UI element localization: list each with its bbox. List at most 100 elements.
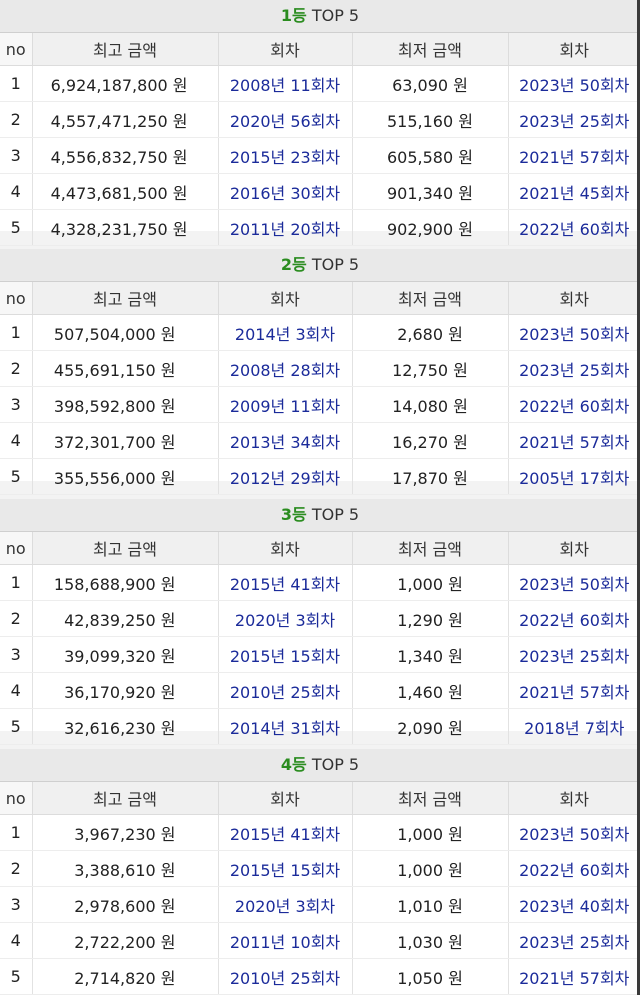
- table-header-row: no 최고 금액 회차 최저 금액 회차: [0, 33, 640, 66]
- section-rank: 2등: [280, 255, 307, 274]
- min-round-link[interactable]: 2023년 50회차: [508, 564, 640, 601]
- max-round-link[interactable]: 2020년 3회차: [218, 886, 353, 923]
- max-round-link[interactable]: 2009년 11회차: [218, 386, 353, 423]
- max-round-link[interactable]: 2015년 15회차: [218, 636, 353, 673]
- min-amount-cell: 63,090 원: [352, 65, 509, 102]
- min-amount-cell: 12,750 원: [352, 350, 509, 387]
- min-round-link[interactable]: 2022년 60회차: [508, 209, 640, 246]
- max-round-link[interactable]: 2014년 3회차: [218, 314, 353, 351]
- max-amount-cell: 36,170,920 원: [32, 672, 219, 709]
- row-no: 1: [0, 564, 33, 601]
- min-round-link[interactable]: 2023년 25회차: [508, 922, 640, 959]
- max-amount-cell: 32,616,230 원: [32, 708, 219, 745]
- min-round-link[interactable]: 2022년 60회차: [508, 600, 640, 637]
- max-round-link[interactable]: 2014년 31회차: [218, 708, 353, 745]
- max-round-link[interactable]: 2012년 29회차: [218, 458, 353, 495]
- table-row: 2 3,388,610 원 2015년 15회차 1,000 원 2022년 60회차: [0, 850, 640, 887]
- min-amount-cell: 1,340 원: [352, 636, 509, 673]
- row-no: 4: [0, 922, 33, 959]
- max-amount-cell: 3,967,230 원: [32, 814, 219, 851]
- table-row: 4 4,473,681,500 원 2016년 30회차 901,340 원 2021년…: [0, 173, 640, 210]
- min-round-link[interactable]: 2022년 60회차: [508, 850, 640, 887]
- row-no: 4: [0, 173, 33, 210]
- min-round-link[interactable]: 2021년 57회차: [508, 422, 640, 459]
- table-header-row: no 최고 금액 회차 최저 금액 회차: [0, 282, 640, 315]
- max-round-link[interactable]: 2011년 10회차: [218, 922, 353, 959]
- max-round-link[interactable]: 2020년 56회차: [218, 101, 353, 138]
- max-amount-cell: 4,556,832,750 원: [32, 137, 219, 174]
- min-round-link[interactable]: 2023년 25회차: [508, 636, 640, 673]
- max-round-link[interactable]: 2010년 25회차: [218, 958, 353, 995]
- table-row: 4 372,301,700 원 2013년 34회차 16,270 원 2021년 57…: [0, 422, 640, 459]
- max-amount-cell: 4,557,471,250 원: [32, 101, 219, 138]
- prize-table: no 최고 금액 회차 최저 금액 회차 1 3,967,230 원 2015년 4…: [0, 782, 640, 995]
- max-round-link[interactable]: 2011년 20회차: [218, 209, 353, 246]
- min-round-link[interactable]: 2023년 25회차: [508, 350, 640, 387]
- min-amount-cell: 16,270 원: [352, 422, 509, 459]
- min-amount-cell: 14,080 원: [352, 386, 509, 423]
- min-round-link[interactable]: 2023년 40회차: [508, 886, 640, 923]
- max-round-link[interactable]: 2010년 25회차: [218, 672, 353, 709]
- section-rank: 3등: [280, 505, 307, 524]
- max-round-link[interactable]: 2015년 15회차: [218, 850, 353, 887]
- col-header-max-amount: 최고 금액: [32, 782, 219, 815]
- max-round-link[interactable]: 2015년 41회차: [218, 564, 353, 601]
- max-amount-cell: 455,691,150 원: [32, 350, 219, 387]
- max-round-link[interactable]: 2013년 34회차: [218, 422, 353, 459]
- min-round-link[interactable]: 2018년 7회차: [508, 708, 640, 745]
- table-row: 4 36,170,920 원 2010년 25회차 1,460 원 2021년 57회차: [0, 672, 640, 709]
- prize-table: no 최고 금액 회차 최저 금액 회차 1 507,504,000 원 2014년…: [0, 282, 640, 495]
- max-round-link[interactable]: 2008년 11회차: [218, 65, 353, 102]
- min-amount-cell: 515,160 원: [352, 101, 509, 138]
- row-no: 2: [0, 600, 33, 637]
- min-round-link[interactable]: 2021년 57회차: [508, 137, 640, 174]
- prize-table: no 최고 금액 회차 최저 금액 회차 1 6,924,187,800 원 200…: [0, 33, 640, 246]
- max-amount-cell: 355,556,000 원: [32, 458, 219, 495]
- min-round-link[interactable]: 2023년 25회차: [508, 101, 640, 138]
- max-round-link[interactable]: 2015년 41회차: [218, 814, 353, 851]
- min-round-link[interactable]: 2005년 17회차: [508, 458, 640, 495]
- max-round-link[interactable]: 2016년 30회차: [218, 173, 353, 210]
- section-suffix: TOP 5: [311, 6, 360, 25]
- min-round-link[interactable]: 2023년 50회차: [508, 814, 640, 851]
- max-amount-cell: 42,839,250 원: [32, 600, 219, 637]
- min-amount-cell: 17,870 원: [352, 458, 509, 495]
- col-header-min-round: 회차: [508, 282, 640, 315]
- section-suffix: TOP 5: [311, 755, 360, 774]
- section-title: 4등 TOP 5: [0, 749, 640, 782]
- max-round-link[interactable]: 2020년 3회차: [218, 600, 353, 637]
- min-round-link[interactable]: 2021년 57회차: [508, 672, 640, 709]
- min-round-link[interactable]: 2023년 50회차: [508, 65, 640, 102]
- rank-section-4: 4등 TOP 5 no 최고 금액 회차 최저 금액 회차 1 3,967,230…: [0, 749, 640, 995]
- section-rank: 4등: [280, 755, 307, 774]
- max-amount-cell: 2,978,600 원: [32, 886, 219, 923]
- table-row: 1 6,924,187,800 원 2008년 11회차 63,090 원 2023년 …: [0, 65, 640, 102]
- max-amount-cell: 398,592,800 원: [32, 386, 219, 423]
- min-round-link[interactable]: 2022년 60회차: [508, 386, 640, 423]
- max-amount-cell: 2,722,200 원: [32, 922, 219, 959]
- min-round-link[interactable]: 2021년 57회차: [508, 958, 640, 995]
- row-no: 4: [0, 672, 33, 709]
- table-row: 5 2,714,820 원 2010년 25회차 1,050 원 2021년 57회차: [0, 958, 640, 995]
- row-no: 3: [0, 636, 33, 673]
- min-round-link[interactable]: 2023년 50회차: [508, 314, 640, 351]
- prize-table: no 최고 금액 회차 최저 금액 회차 1 158,688,900 원 2015년…: [0, 532, 640, 745]
- table-row: 3 4,556,832,750 원 2015년 23회차 605,580 원 2021년…: [0, 137, 640, 174]
- row-no: 3: [0, 137, 33, 174]
- min-amount-cell: 2,680 원: [352, 314, 509, 351]
- min-round-link[interactable]: 2021년 45회차: [508, 173, 640, 210]
- rank-section-3: 3등 TOP 5 no 최고 금액 회차 최저 금액 회차 1 158,688,9…: [0, 499, 640, 745]
- min-amount-cell: 1,050 원: [352, 958, 509, 995]
- min-amount-cell: 1,000 원: [352, 564, 509, 601]
- row-no: 2: [0, 850, 33, 887]
- max-round-link[interactable]: 2015년 23회차: [218, 137, 353, 174]
- max-amount-cell: 372,301,700 원: [32, 422, 219, 459]
- col-header-max-round: 회차: [218, 532, 353, 565]
- max-round-link[interactable]: 2008년 28회차: [218, 350, 353, 387]
- row-no: 3: [0, 886, 33, 923]
- table-row: 4 2,722,200 원 2011년 10회차 1,030 원 2023년 25회차: [0, 922, 640, 959]
- section-title: 3등 TOP 5: [0, 499, 640, 532]
- row-no: 4: [0, 422, 33, 459]
- min-amount-cell: 1,000 원: [352, 814, 509, 851]
- max-amount-cell: 507,504,000 원: [32, 314, 219, 351]
